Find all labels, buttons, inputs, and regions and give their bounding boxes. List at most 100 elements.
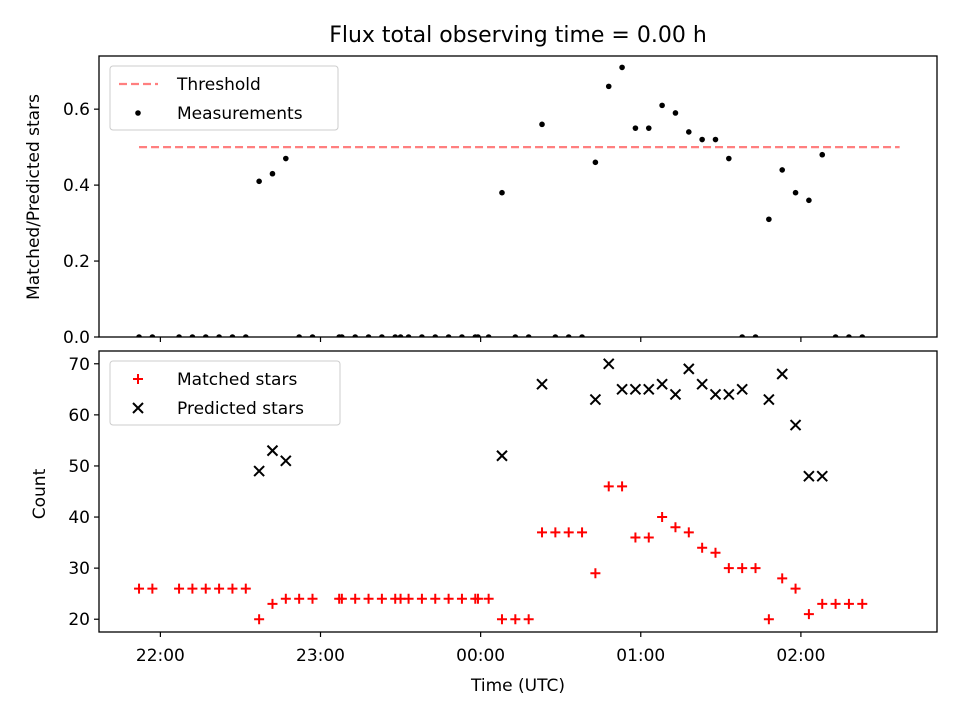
measurement-point bbox=[846, 334, 852, 337]
matched-star-point bbox=[336, 593, 347, 604]
measurement-point bbox=[766, 216, 772, 223]
predicted-star-point bbox=[643, 383, 655, 396]
measurement-point bbox=[365, 334, 372, 337]
measurement-point bbox=[309, 334, 316, 337]
measurement-point bbox=[229, 334, 236, 337]
measurement-point bbox=[686, 129, 692, 135]
matched-star-point bbox=[857, 598, 868, 609]
bottom-y-tick-label: 50 bbox=[68, 457, 90, 477]
predicted-star-point bbox=[776, 368, 788, 380]
matched-star-point bbox=[294, 593, 305, 604]
bottom-y-tick-label: 70 bbox=[68, 355, 90, 375]
bottom-legend: Matched stars Predicted stars bbox=[109, 360, 341, 426]
matched-star-point bbox=[697, 542, 708, 553]
measurement-point bbox=[859, 334, 866, 337]
legend-predicted-swatch bbox=[132, 402, 144, 414]
measurement-point bbox=[699, 136, 705, 143]
predicted-star-point bbox=[656, 378, 668, 390]
measurement-point bbox=[339, 334, 345, 337]
matched-star-point bbox=[456, 593, 467, 604]
top-legend: Threshold Measurements bbox=[109, 65, 339, 131]
measurement-point bbox=[283, 155, 289, 162]
predicted-star-point bbox=[669, 388, 682, 401]
matched-star-point bbox=[603, 481, 614, 492]
measurement-point bbox=[605, 83, 612, 90]
bottom-axes-frame bbox=[98, 350, 938, 633]
predicted-star-point bbox=[736, 383, 748, 396]
bottom-legend-label: Predicted stars bbox=[177, 399, 304, 419]
measurement-point bbox=[202, 334, 209, 337]
x-tick-label: 01:00 bbox=[616, 646, 665, 666]
matched-star-point bbox=[617, 481, 628, 492]
matched-star-point bbox=[657, 512, 668, 523]
matched-star-point bbox=[363, 593, 374, 604]
measurement-point bbox=[819, 151, 826, 158]
matched-star-point bbox=[227, 583, 238, 594]
matched-star-point bbox=[307, 593, 318, 604]
matched-star-point bbox=[830, 598, 841, 609]
bottom-y-tick-label: 30 bbox=[68, 559, 90, 579]
matched-star-point bbox=[174, 583, 185, 594]
measurement-point bbox=[176, 334, 182, 337]
top-legend-box bbox=[109, 65, 339, 131]
bottom-y-tick-label: 40 bbox=[68, 508, 90, 528]
top-y-tick-label: 0.6 bbox=[63, 100, 90, 120]
matched-star-point bbox=[630, 532, 641, 543]
matched-star-point bbox=[280, 593, 291, 604]
bottom-y-tick-label: 60 bbox=[68, 406, 90, 426]
measurement-point bbox=[806, 197, 812, 204]
measurement-point bbox=[136, 334, 142, 337]
matched-star-point bbox=[416, 593, 427, 604]
bottom-y-tick-label: 20 bbox=[68, 610, 90, 630]
predicted-star-point bbox=[280, 455, 292, 467]
matched-star-point bbox=[267, 598, 278, 609]
matched-star-point bbox=[510, 614, 521, 625]
measurement-point bbox=[397, 334, 404, 337]
matched-star-point bbox=[737, 563, 748, 574]
measurement-point bbox=[632, 125, 639, 131]
measurement-point bbox=[512, 334, 519, 337]
matched-star-point bbox=[443, 593, 454, 604]
predicted-star-point bbox=[789, 419, 802, 431]
measurement-point bbox=[579, 334, 585, 337]
matched-star-point bbox=[523, 614, 534, 625]
count-panel: 20 30 40 50 60 70 22:00 23:00 00:00 01:00 02:00 Mat… bbox=[68, 350, 938, 666]
matched-star-point bbox=[590, 568, 601, 579]
matched-star-point bbox=[537, 527, 548, 538]
matched-star-point bbox=[187, 583, 198, 594]
matched-star-point bbox=[750, 563, 761, 574]
matched-star-point bbox=[350, 593, 361, 604]
bottom-legend-label: Matched stars bbox=[177, 370, 297, 390]
measurement-point bbox=[499, 189, 505, 196]
matched-star-point bbox=[254, 614, 265, 625]
measurement-point bbox=[739, 334, 745, 337]
top-y-tick-label: 0.0 bbox=[63, 328, 90, 348]
predicted-star-point bbox=[603, 358, 615, 370]
matched-star-point bbox=[710, 547, 721, 558]
predicted-star-point bbox=[763, 393, 775, 406]
bottom-legend-box bbox=[109, 360, 341, 426]
measurement-point bbox=[379, 334, 385, 337]
measurement-point bbox=[189, 334, 196, 337]
x-tick-label: 02:00 bbox=[776, 646, 825, 666]
predicted-star-point bbox=[266, 444, 279, 457]
matched-star-point bbox=[803, 609, 814, 620]
top-axes-frame bbox=[98, 55, 938, 338]
matched-star-point bbox=[200, 583, 211, 594]
measurement-point bbox=[525, 334, 532, 337]
matched-star-point bbox=[817, 598, 828, 609]
measurement-point bbox=[752, 334, 759, 337]
predicted-star-point bbox=[536, 378, 548, 390]
x-axis-label: Time (UTC) bbox=[470, 676, 565, 696]
top-data-layer bbox=[136, 64, 900, 337]
matched-star-point bbox=[577, 527, 588, 538]
measurement-point bbox=[269, 170, 276, 177]
plot-layer: 0.0 0.2 0.4 0.6 Threshold Measurements 20 30 40 5… bbox=[63, 55, 938, 666]
matched-star-point bbox=[134, 583, 145, 594]
predicted-star-point bbox=[589, 393, 602, 406]
matched-star-point bbox=[670, 522, 681, 533]
top-y-axis-label: Matched/Predicted stars bbox=[24, 94, 44, 300]
measurement-point bbox=[726, 155, 732, 162]
